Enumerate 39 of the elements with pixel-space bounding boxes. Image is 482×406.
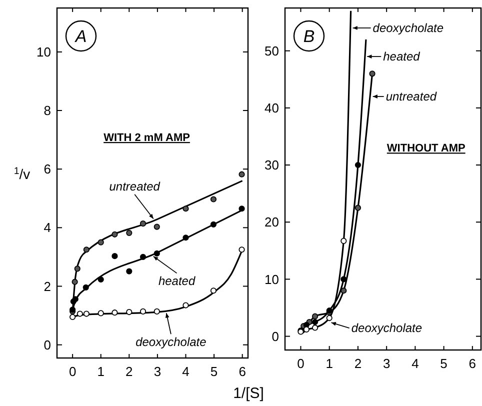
y-tick-label: 8 [44,103,51,118]
y-tick-label: 10 [264,272,279,287]
annotation: WITHOUT AMP [386,142,466,155]
x-tick-label: 3 [382,356,390,371]
y-tick-label: 0 [44,337,51,352]
annotation: untreated [109,179,160,194]
x-tick-label: 0 [68,364,76,379]
x-tick-label: 2 [126,364,133,379]
x-tick-label: 4 [182,364,190,379]
annotation: untreated [386,90,437,104]
x-tick-label: 0 [297,356,304,371]
y-tick-label: 0 [272,328,279,344]
x-axis-title: 1/[S] [233,385,264,402]
x-tick-label: 4 [412,356,419,371]
text: A [74,27,87,46]
annotation: deoxycholate [136,335,207,350]
y-tick-label: 50 [264,43,279,58]
annotation: heated [383,50,420,64]
y-axis-title: $^{1}$/v [14,166,30,182]
x-tick-label: 1 [326,356,333,371]
annotation: WITH 2 mM AMP [104,132,190,144]
y-tick-label: 10 [36,44,51,60]
y-tick-label: 2 [44,278,51,294]
x-tick-label: 5 [210,364,218,379]
y-tick-label: 20 [264,214,279,230]
x-tick-label: 6 [238,364,246,379]
x-tick-label: 3 [154,364,162,379]
y-tick-label: 40 [264,100,279,116]
y-tick-label: 6 [44,162,51,177]
y-tick-label: 30 [264,158,279,173]
text: B [303,27,315,46]
x-tick-label: 2 [354,356,362,371]
x-tick-label: 6 [468,356,476,371]
annotation: deoxycholate [372,21,444,36]
annotation: deoxycholate [351,321,422,336]
annotation: heated [158,274,196,288]
y-tick-label: 4 [44,220,51,236]
x-tick-label: 5 [440,356,448,371]
x-tick-label: 1 [97,364,104,379]
